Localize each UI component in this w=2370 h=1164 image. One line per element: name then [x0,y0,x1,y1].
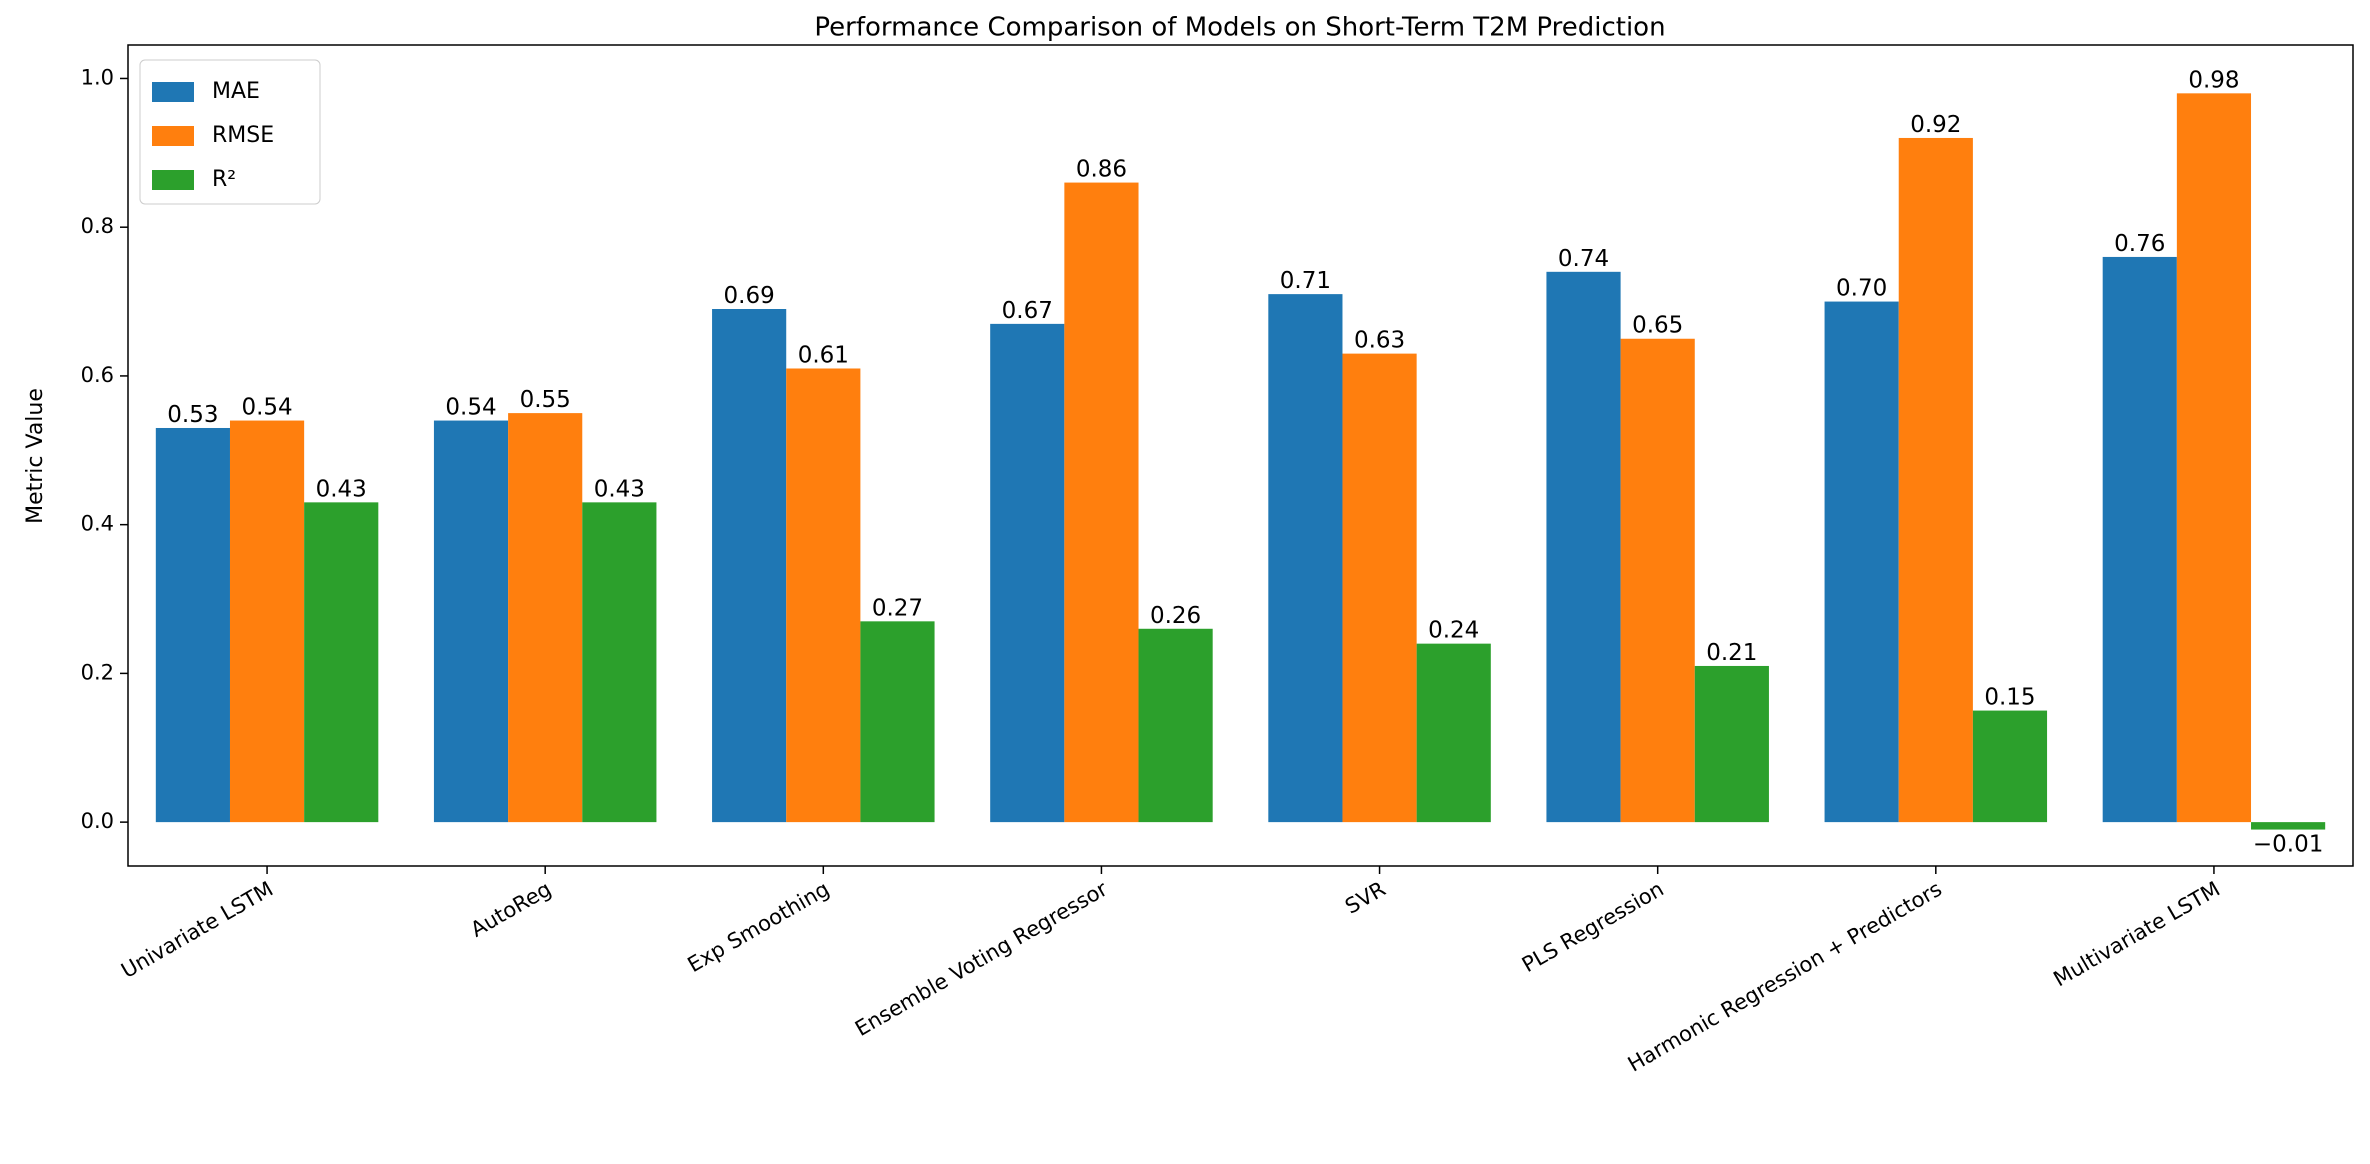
bar [1416,643,1491,823]
bar [1342,353,1417,823]
value-label: 0.24 [1428,618,1479,644]
bar [229,420,305,823]
bar [1824,301,1899,823]
value-label: 0.54 [445,395,496,421]
value-label: 0.26 [1150,603,1201,629]
y-tick-label: 0.2 [81,660,114,684]
x-tick-label: Ensemble Voting Regressor [851,877,1112,1041]
x-tick-label: Harmonic Regression + Predictors [1624,877,1946,1077]
value-label: 0.27 [872,595,923,621]
bar [1972,710,2048,823]
legend-label: R² [212,167,236,192]
x-tick-label: SVR [1341,877,1390,919]
bar [2176,93,2252,823]
bar [990,323,1065,823]
bar [786,368,861,823]
bar [1620,338,1695,823]
value-label: 0.86 [1076,157,1127,183]
value-label: 0.43 [594,476,645,502]
value-label: −0.01 [2253,832,2323,858]
chart-title: Performance Comparison of Models on Shor… [814,13,1665,43]
bar [582,502,657,823]
x-tick-label: AutoReg [467,877,556,942]
x-tick-label: PLS Regression [1518,877,1668,977]
bar [433,420,509,823]
value-label: 0.70 [1836,276,1887,302]
value-label: 0.69 [724,283,775,309]
bar [155,427,230,823]
value-label: 0.15 [1984,685,2035,711]
legend-swatch [152,82,194,102]
bar [508,413,583,823]
plot-frame [127,44,2354,867]
y-tick-label: 1.0 [81,65,114,89]
value-label: 0.61 [798,342,849,368]
bar [1268,294,1343,823]
value-label: 0.54 [241,395,292,421]
x-tick-label: Exp Smoothing [684,877,834,977]
bar [860,621,935,823]
x-tick-label: Univariate LSTM [117,877,277,983]
value-label: 0.55 [520,387,571,413]
value-label: 0.92 [1910,112,1961,138]
value-label: 0.65 [1632,313,1683,339]
bar [304,502,379,823]
value-label: 0.98 [2188,67,2239,93]
value-label: 0.43 [316,476,367,502]
bar [2251,822,2326,830]
bar [1138,628,1213,823]
x-tick-label: Multivariate LSTM [2049,877,2224,992]
bar [712,308,787,823]
bar [1694,665,1769,823]
value-label: 0.76 [2114,231,2165,257]
legend-label: MAE [212,79,260,104]
y-tick-label: 0.6 [81,363,114,387]
legend-swatch [152,170,194,190]
value-label: 0.74 [1558,246,1609,272]
legend-label: RMSE [212,123,274,148]
bar [2102,256,2177,823]
bar [1898,137,1973,823]
legend-swatch [152,126,194,146]
value-label: 0.53 [167,402,218,428]
value-label: 0.67 [1002,298,1053,324]
value-label: 0.71 [1280,268,1331,294]
bar [1546,271,1621,823]
y-tick-label: 0.8 [81,214,114,238]
y-tick-label: 0.4 [81,512,114,536]
bar [1064,182,1139,823]
value-label: 0.63 [1354,328,1405,354]
value-label: 0.21 [1706,640,1757,666]
y-axis-label: Metric Value [23,388,48,524]
y-tick-label: 0.0 [81,809,114,833]
